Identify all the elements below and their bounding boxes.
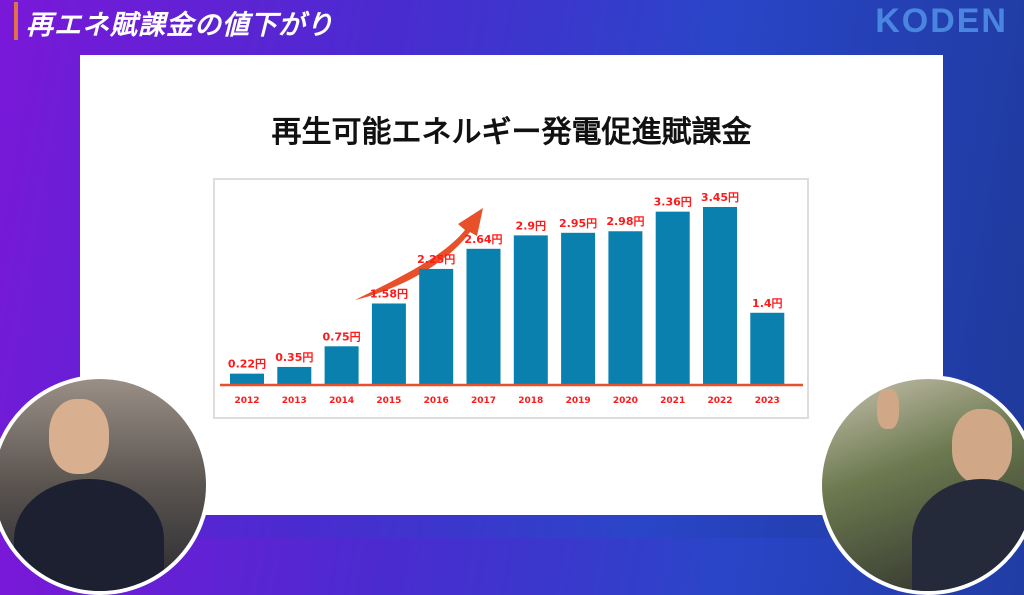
x-tick-label: 2018 — [518, 396, 543, 406]
x-tick-label: 2016 — [424, 396, 449, 406]
logo: KODEN — [875, 2, 1008, 40]
bar-2018 — [513, 235, 548, 385]
bar-2019 — [561, 232, 596, 385]
data-label: 0.75円 — [323, 330, 361, 343]
page-title: 再エネ賦課金の値下がり — [26, 10, 334, 41]
raised-hand — [877, 389, 899, 429]
x-tick-label: 2020 — [613, 396, 638, 406]
bar-2017 — [466, 248, 501, 385]
data-label: 2.64円 — [464, 233, 502, 246]
right-speaker-video — [818, 375, 1024, 595]
bar-2022 — [703, 207, 737, 385]
speaker-head — [49, 399, 109, 474]
x-tick-label: 2014 — [329, 396, 354, 406]
bar-2020 — [608, 231, 643, 385]
speaker-body — [14, 479, 164, 591]
data-label: 2.98円 — [606, 215, 644, 228]
bar-2014 — [324, 346, 359, 385]
x-tick-label: 2022 — [707, 396, 732, 406]
x-tick-label: 2017 — [471, 396, 496, 406]
data-label: 2.9円 — [516, 219, 547, 232]
slide: 再生可能エネルギー発電促進賦課金 0.22円 2012 0.35円 2013 0.75円… — [80, 55, 943, 515]
x-tick-label: 2019 — [566, 396, 591, 406]
trend-arrow-icon — [355, 208, 483, 300]
data-label: 2.95円 — [559, 217, 597, 230]
bar-2015 — [371, 303, 406, 385]
bar-2016 — [419, 268, 454, 385]
bar-2013 — [277, 366, 312, 385]
x-tick-label: 2023 — [755, 396, 780, 406]
data-label: 0.22円 — [228, 358, 266, 371]
x-tick-label: 2015 — [376, 396, 401, 406]
x-tick-label: 2012 — [234, 396, 259, 406]
slide-title: 再生可能エネルギー発電促進賦課金 — [271, 115, 752, 150]
bar-2023 — [750, 312, 785, 385]
data-label: 3.36円 — [654, 196, 692, 209]
bar-2012 — [230, 373, 264, 385]
bar-chart: 0.22円 2012 0.35円 2013 0.75円 2014 1.58円 2015 2.25… — [220, 191, 803, 406]
data-label: 1.4円 — [752, 297, 783, 310]
chart-frame: 0.22円 2012 0.35円 2013 0.75円 2014 1.58円 2015 2.25… — [213, 178, 809, 419]
bar-2021 — [655, 211, 690, 385]
data-label: 2.25円 — [417, 253, 455, 266]
title-accent-bar — [14, 2, 18, 40]
left-speaker-video — [0, 375, 210, 595]
speaker-head — [952, 409, 1012, 484]
speaker-body — [912, 479, 1024, 591]
x-tick-label: 2013 — [282, 396, 307, 406]
data-label: 3.45円 — [701, 191, 739, 204]
x-tick-label: 2021 — [660, 396, 685, 406]
data-label: 0.35円 — [275, 351, 313, 364]
data-label: 1.58円 — [370, 287, 408, 300]
